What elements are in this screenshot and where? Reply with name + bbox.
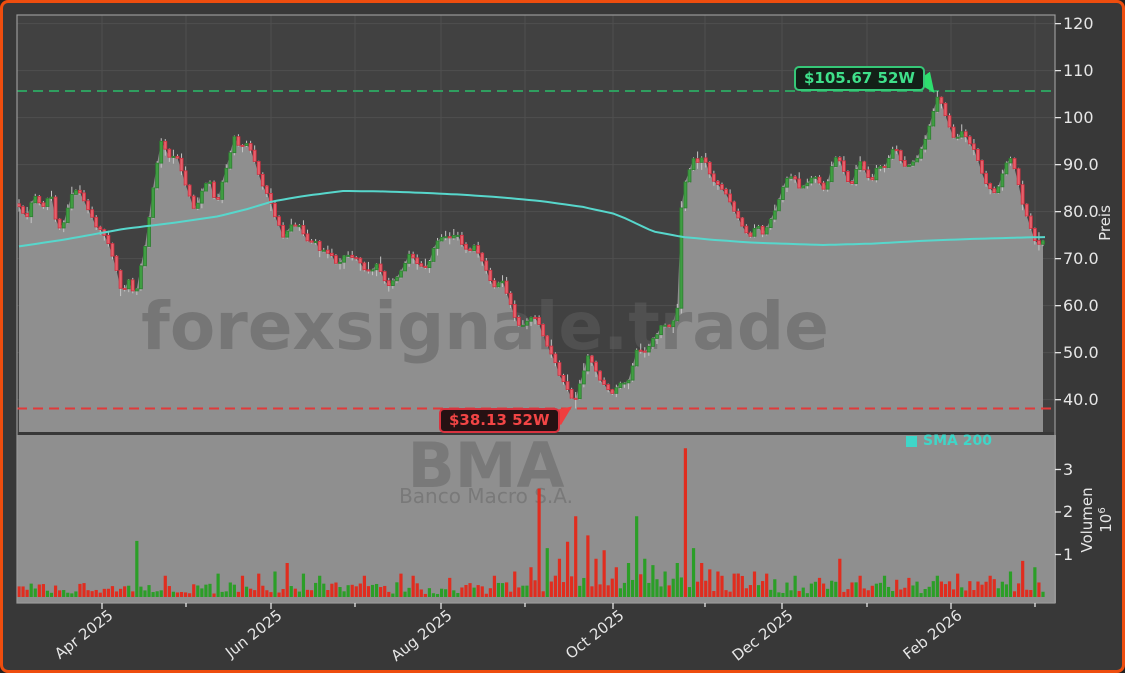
price-tick-label: 40.0 <box>1063 389 1099 409</box>
watermark-forexsignale-trade: forexsignale.trade <box>141 288 829 365</box>
price-tick-label: 70.0 <box>1063 248 1099 268</box>
price-tick-label: 60.0 <box>1063 295 1099 315</box>
price-tick-label: 100 <box>1063 107 1094 127</box>
price-tick-label: 120 <box>1063 13 1094 33</box>
high-52w-annotation: $105.67 52W <box>794 66 925 91</box>
watermark-company-name: Banco Macro S.A. <box>399 484 573 508</box>
volume-tick-label: 2 <box>1063 502 1074 521</box>
sma-legend-label: SMA 200 <box>923 433 992 449</box>
volume-bars <box>17 448 1045 597</box>
sma-200-line <box>18 190 1046 248</box>
candlestick-chart: forexsignale.trade BMA Banco Macro S.A. <box>16 14 1061 609</box>
low-52w-annotation: $38.13 52W <box>439 408 560 433</box>
sma-legend-swatch-icon <box>906 435 917 447</box>
candles <box>17 90 1045 409</box>
volume-tick-label: 1 <box>1063 544 1074 564</box>
price-tick-label: 80.0 <box>1063 201 1099 221</box>
price-tick-label: 110 <box>1063 60 1094 80</box>
sma-legend: SMA 200 <box>906 433 992 449</box>
price-tick-label: 50.0 <box>1063 342 1099 362</box>
axes-spines-ticks <box>16 14 1061 609</box>
volume-tick-label: 3 <box>1063 459 1074 479</box>
volume-panel-background <box>17 435 1056 603</box>
price-tick-label: 90.0 <box>1063 154 1099 174</box>
